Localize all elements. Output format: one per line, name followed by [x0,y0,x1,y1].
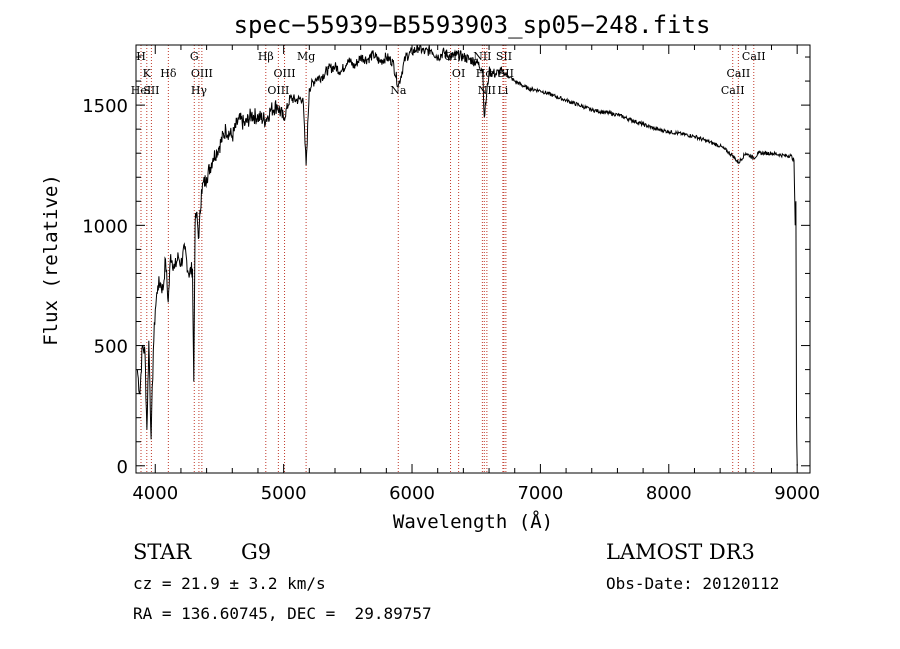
line-label-3: SII [143,84,159,97]
chart-title: spec−55939−B5593903_sp05−248.fits [234,11,711,39]
survey-name: LAMOST DR3 [606,540,755,564]
line-label-23: CaII [742,50,766,63]
y-axis-label: Flux (relative) [40,174,62,346]
line-label-6: OIII [191,67,213,80]
y-tick-label: 500 [94,337,128,358]
x-tick-label: 4000 [132,483,178,504]
line-label-14: OI [452,67,465,80]
line-label-9: OIII [274,67,296,80]
x-tick-label: 8000 [646,483,692,504]
line-label-8: Hβ [258,50,274,63]
line-label-11: Mg [297,50,315,63]
y-tick-label: 1500 [82,96,128,117]
spectrum-series [136,44,798,466]
line-label-22: CaII [727,67,751,80]
line-label-21: CaII [721,84,745,97]
x-axis: 4000 5000 6000 7000 8000 9000 [132,45,820,504]
line-label-4: Hδ [160,67,177,80]
redshift-cz: cz = 21.9 ± 3.2 km/s [133,574,326,593]
line-label-1: K [143,67,152,80]
line-label-18: SII [496,50,512,63]
x-tick-label: 6000 [389,483,435,504]
y-axis: 0 500 1000 1500 [82,56,810,478]
line-label-10: OIII [267,84,289,97]
plot-frame [135,44,811,474]
line-label-0: H [136,50,146,63]
line-label-12: Na [390,84,407,97]
line-label-5: G [190,50,199,63]
line-label-7: Hγ [191,84,208,97]
coordinates: RA = 136.60745, DEC = 29.89757 [133,604,432,623]
x-axis-label: Wavelength (Å) [393,510,553,533]
obs-date: Obs-Date: 20120112 [606,574,780,593]
object-subclass: G9 [241,540,272,564]
spectrum-line [136,44,798,466]
x-tick-label: 7000 [517,483,563,504]
y-tick-label: 1000 [82,216,128,237]
spectral-line-markers: HKHeISIIHδGOIIIHγHβOIIIOIIIMgNaOIOINIINI… [131,45,766,473]
object-class: STAR [133,540,192,564]
line-label-20: Li [497,84,508,97]
y-tick-label: 0 [117,457,128,478]
x-tick-label: 5000 [261,483,307,504]
x-tick-label: 9000 [774,483,820,504]
